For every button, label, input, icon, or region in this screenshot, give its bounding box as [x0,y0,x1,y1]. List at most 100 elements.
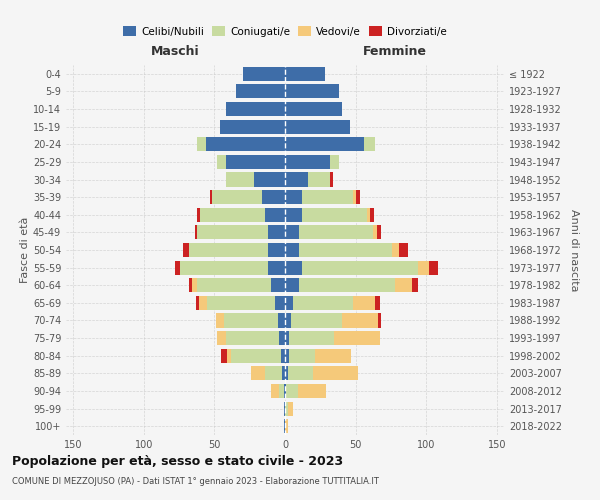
Bar [285,296,293,310]
Bar [271,278,285,292]
Y-axis label: Fasce di età: Fasce di età [20,217,30,283]
Bar [418,260,429,274]
Bar [308,172,330,186]
Bar [220,120,285,134]
Bar [285,419,288,433]
Bar [377,226,381,239]
Bar [268,226,285,239]
Y-axis label: Anni di nascita: Anni di nascita [569,209,578,291]
Bar [181,260,268,274]
Bar [299,243,392,257]
Bar [299,226,373,239]
Bar [284,402,285,415]
Bar [367,208,370,222]
Bar [282,366,285,380]
Text: COMUNE DI MEZZOJUSO (PA) - Dati ISTAT 1° gennaio 2023 - Elaborazione TUTTITALIA.: COMUNE DI MEZZOJUSO (PA) - Dati ISTAT 1°… [12,478,379,486]
Bar [285,172,308,186]
Bar [197,226,268,239]
Bar [197,208,200,222]
Bar [373,226,377,239]
Bar [285,278,299,292]
Bar [268,260,285,274]
Bar [275,296,285,310]
Bar [290,314,341,328]
Bar [285,137,364,152]
Bar [330,155,338,169]
Text: Femmine: Femmine [362,45,427,58]
Bar [285,67,325,81]
Bar [285,102,341,116]
Bar [281,348,285,363]
Text: Maschi: Maschi [151,45,200,58]
Bar [199,296,207,310]
Bar [285,208,302,222]
Bar [302,208,367,222]
Bar [400,243,408,257]
Bar [334,331,380,345]
Bar [285,314,290,328]
Bar [285,120,350,134]
Bar [221,348,227,363]
Bar [226,331,280,345]
Bar [216,314,224,328]
Bar [217,331,226,345]
Bar [265,366,282,380]
Bar [194,226,197,239]
Bar [200,208,265,222]
Bar [285,366,288,380]
Bar [429,260,437,274]
Bar [289,348,314,363]
Bar [175,260,181,274]
Bar [224,314,278,328]
Bar [378,314,381,328]
Bar [293,296,353,310]
Bar [280,384,284,398]
Bar [285,260,302,274]
Bar [280,331,285,345]
Bar [217,155,226,169]
Bar [376,296,380,310]
Bar [285,190,302,204]
Bar [370,208,374,222]
Bar [364,137,376,152]
Bar [262,190,285,204]
Bar [353,190,356,204]
Bar [206,137,285,152]
Bar [356,190,360,204]
Bar [285,226,299,239]
Bar [242,67,285,81]
Bar [268,243,285,257]
Bar [288,402,293,415]
Bar [289,331,334,345]
Bar [284,384,285,398]
Bar [392,243,400,257]
Bar [192,278,197,292]
Bar [226,172,254,186]
Bar [278,314,285,328]
Bar [236,84,285,98]
Bar [299,278,395,292]
Text: Popolazione per età, sesso e stato civile - 2023: Popolazione per età, sesso e stato civil… [12,455,343,468]
Bar [341,314,378,328]
Bar [196,296,199,310]
Bar [265,208,285,222]
Bar [285,331,289,345]
Bar [212,190,262,204]
Bar [189,243,268,257]
Bar [210,190,212,204]
Bar [285,155,330,169]
Bar [330,172,333,186]
Bar [189,278,192,292]
Bar [197,278,271,292]
Bar [227,348,232,363]
Bar [285,402,288,415]
Bar [395,278,412,292]
Bar [285,243,299,257]
Bar [254,172,285,186]
Bar [284,419,285,433]
Bar [226,102,285,116]
Bar [232,348,281,363]
Bar [302,190,353,204]
Bar [183,243,189,257]
Bar [197,137,206,152]
